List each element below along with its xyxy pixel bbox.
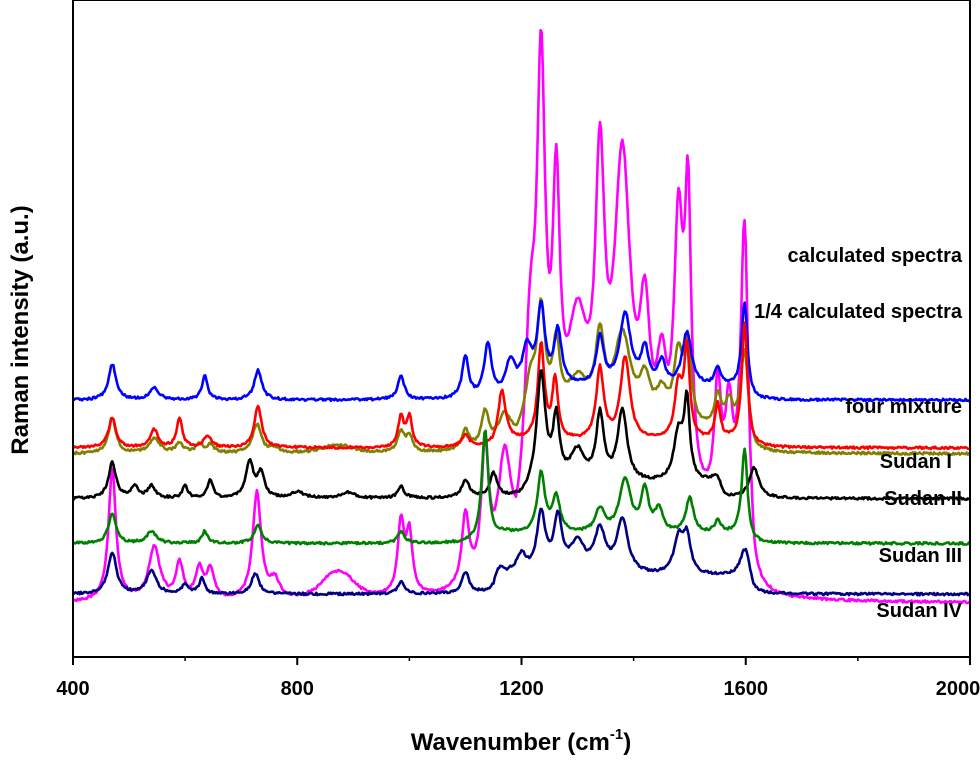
x-axis-title: Wavenumber (cm-1) xyxy=(411,726,632,756)
x-tick-label: 2000 xyxy=(936,678,980,700)
x-tick-label: 400 xyxy=(56,678,89,700)
y-axis-title: Raman intensity (a.u.) xyxy=(7,205,34,454)
series-line-sudan-i xyxy=(71,321,971,451)
x-tick-label: 1600 xyxy=(724,678,769,700)
plot-frame xyxy=(72,0,971,658)
series-label-1-4-calculated-spectra: 1/4 calculated spectra xyxy=(754,301,963,323)
x-tick-label: 800 xyxy=(281,678,314,700)
series-label-sudan-iii: Sudan III xyxy=(879,545,962,567)
series-label-calculated-spectra: calculated spectra xyxy=(787,245,962,267)
series-line-four-mixture xyxy=(72,299,972,403)
series-line-sudan-ii xyxy=(72,369,971,502)
series-label-sudan-iv: Sudan IV xyxy=(876,600,962,622)
series-labels: calculated spectra 1/4 calculated spectra… xyxy=(754,245,963,622)
x-axis-title-exponent: -1 xyxy=(610,726,623,743)
x-tick-label: 1200 xyxy=(499,678,544,700)
series-label-sudan-ii: Sudan II xyxy=(884,488,962,510)
series-label-sudan-i: Sudan I xyxy=(880,451,952,473)
x-axis-ticks: 400 800 1200 1600 2000 xyxy=(56,657,980,700)
series-line-1-4-calculated-spectra xyxy=(72,297,971,457)
series-line-sudan-iv xyxy=(72,507,971,597)
spectra-curves xyxy=(71,28,972,605)
series-label-four-mixture: four mixture xyxy=(845,396,962,418)
series-line-sudan-iii xyxy=(72,429,971,546)
